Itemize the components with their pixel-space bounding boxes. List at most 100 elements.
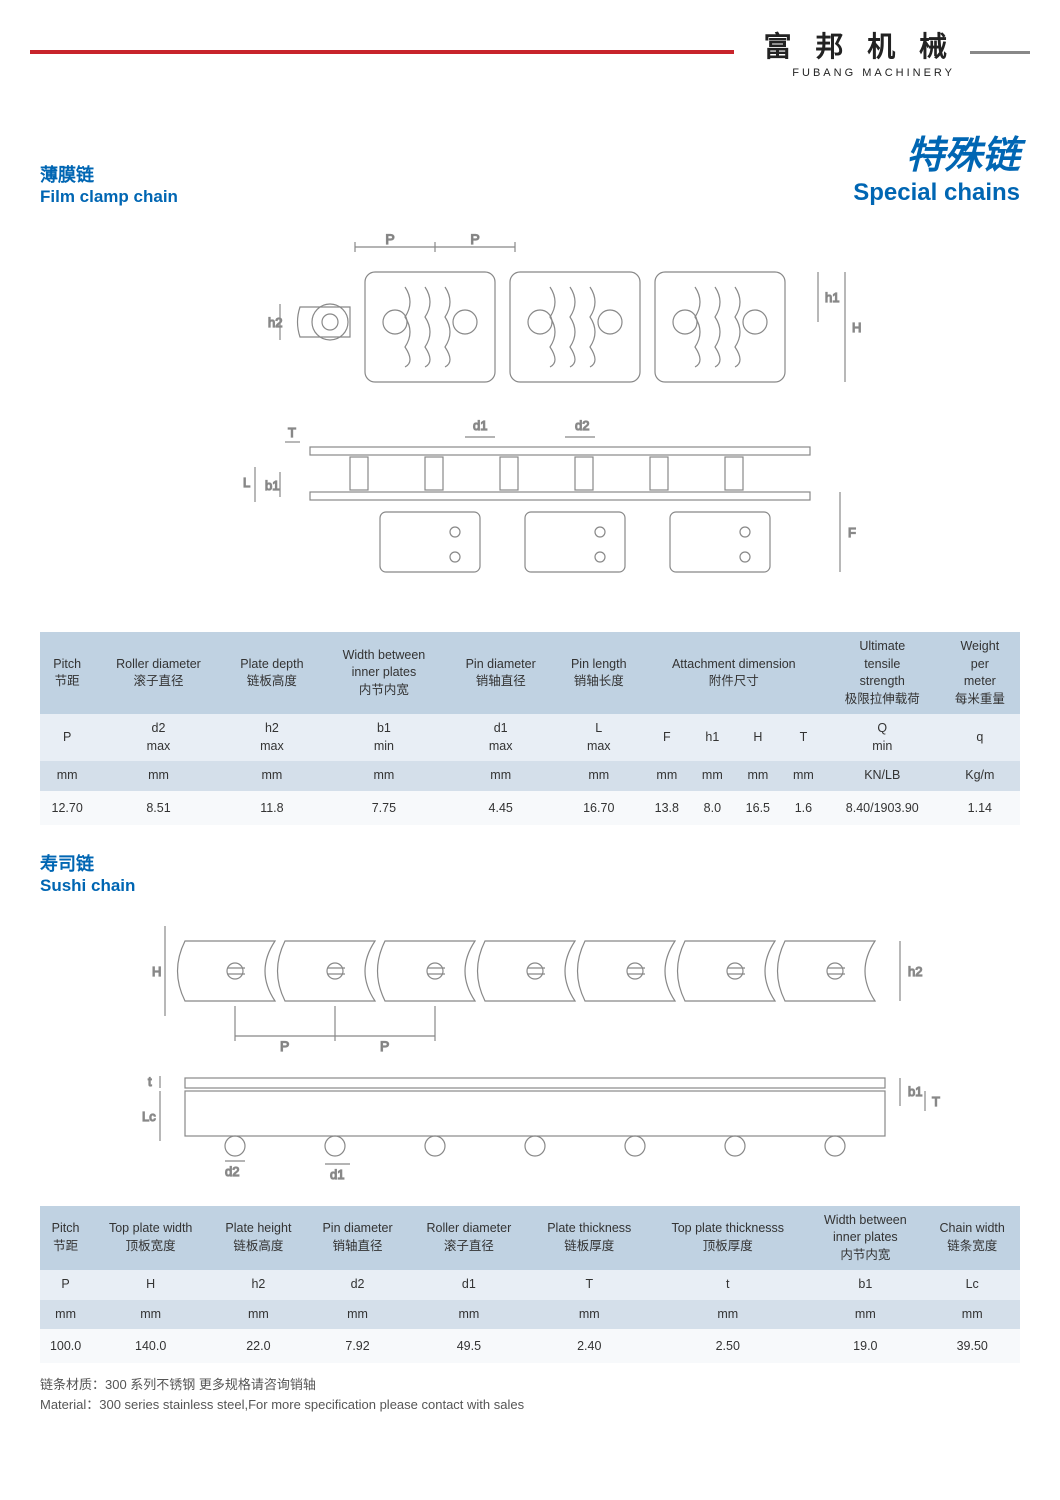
cell: 13.8 bbox=[643, 791, 691, 825]
col-sym: T bbox=[782, 714, 825, 761]
content: 薄膜链 Film clamp chain 特殊链 Special chains … bbox=[0, 89, 1060, 1434]
col-unit: mm bbox=[223, 761, 322, 791]
col-unit: mm bbox=[782, 761, 825, 791]
svg-text:d2: d2 bbox=[575, 418, 589, 433]
cell: 39.50 bbox=[924, 1329, 1020, 1363]
col-sym: Qmin bbox=[825, 714, 940, 761]
svg-text:Lc: Lc bbox=[142, 1109, 156, 1124]
col-header: Width betweeninner plates内节内宽 bbox=[321, 632, 446, 714]
section1-title-cn: 薄膜链 bbox=[40, 161, 178, 187]
svg-text:H: H bbox=[852, 320, 861, 335]
col-sym: d2max bbox=[94, 714, 222, 761]
svg-text:t: t bbox=[148, 1074, 152, 1089]
cell: 8.0 bbox=[691, 791, 734, 825]
col-unit: mm bbox=[321, 761, 446, 791]
col-header: Pin length销轴长度 bbox=[555, 632, 643, 714]
col-sym: Lmax bbox=[555, 714, 643, 761]
svg-text:d2: d2 bbox=[225, 1164, 239, 1179]
col-unit: mm bbox=[555, 761, 643, 791]
main-title: 特殊链 Special chains bbox=[853, 124, 1020, 207]
table-unit-row: mm mm mm mm mm mm mm mm mm mm KN/LB Kg/m bbox=[40, 761, 1020, 791]
gray-line bbox=[970, 51, 1030, 54]
col-unit: mm bbox=[734, 761, 782, 791]
table-header-row: Pitch节距 Top plate width顶板宽度 Plate height… bbox=[40, 1206, 1020, 1271]
svg-text:b1: b1 bbox=[265, 478, 279, 493]
col-unit: mm bbox=[649, 1300, 806, 1330]
col-sym: h2 bbox=[210, 1270, 306, 1300]
col-unit: mm bbox=[40, 1300, 91, 1330]
col-sym: b1 bbox=[806, 1270, 924, 1300]
col-sym: d2 bbox=[307, 1270, 409, 1300]
svg-text:P: P bbox=[470, 232, 479, 247]
svg-text:d1: d1 bbox=[330, 1167, 344, 1182]
col-sym: H bbox=[734, 714, 782, 761]
logo-en: FUBANG MACHINERY bbox=[764, 67, 955, 79]
svg-text:F: F bbox=[848, 525, 856, 540]
cell: 16.70 bbox=[555, 791, 643, 825]
col-sym: h2max bbox=[223, 714, 322, 761]
col-sym: P bbox=[40, 1270, 91, 1300]
col-header: Weightpermeter每米重量 bbox=[940, 632, 1020, 714]
col-unit: mm bbox=[643, 761, 691, 791]
cell: 7.92 bbox=[307, 1329, 409, 1363]
col-unit: mm bbox=[94, 761, 222, 791]
col-unit: mm bbox=[408, 1300, 529, 1330]
header-bar: 富 邦 机 械 FUBANG MACHINERY bbox=[0, 0, 1060, 89]
logo-cn: 富 邦 机 械 bbox=[764, 25, 955, 65]
cell: 4.45 bbox=[447, 791, 555, 825]
cell: 8.40/1903.90 bbox=[825, 791, 940, 825]
cell: 1.6 bbox=[782, 791, 825, 825]
col-header: Pin diameter销轴直径 bbox=[307, 1206, 409, 1271]
col-sym: b1min bbox=[321, 714, 446, 761]
table-symbol-row: P H h2 d2 d1 T t b1 Lc bbox=[40, 1270, 1020, 1300]
col-header: Top plate width顶板宽度 bbox=[91, 1206, 210, 1271]
cell: 49.5 bbox=[408, 1329, 529, 1363]
section2-title-cn: 寿司链 bbox=[40, 850, 1020, 876]
col-unit: mm bbox=[40, 761, 94, 791]
col-header: Top plate thicknesss顶板厚度 bbox=[649, 1206, 806, 1271]
main-title-en: Special chains bbox=[853, 179, 1020, 207]
col-unit: mm bbox=[529, 1300, 649, 1330]
svg-text:T: T bbox=[288, 425, 296, 440]
cell: 140.0 bbox=[91, 1329, 210, 1363]
cell: 2.50 bbox=[649, 1329, 806, 1363]
col-unit: mm bbox=[307, 1300, 409, 1330]
svg-text:L: L bbox=[243, 475, 250, 490]
svg-text:H: H bbox=[152, 964, 161, 979]
col-sym: H bbox=[91, 1270, 210, 1300]
col-header: Plate thickness链板厚度 bbox=[529, 1206, 649, 1271]
section1-title: 薄膜链 Film clamp chain bbox=[40, 161, 178, 207]
cell: 7.75 bbox=[321, 791, 446, 825]
cell: 1.14 bbox=[940, 791, 1020, 825]
sushi-table: Pitch节距 Top plate width顶板宽度 Plate height… bbox=[40, 1206, 1020, 1364]
col-unit: KN/LB bbox=[825, 761, 940, 791]
col-unit: mm bbox=[924, 1300, 1020, 1330]
section1-title-en: Film clamp chain bbox=[40, 187, 178, 207]
col-sym: F bbox=[643, 714, 691, 761]
col-unit: mm bbox=[691, 761, 734, 791]
logo: 富 邦 机 械 FUBANG MACHINERY bbox=[764, 25, 955, 79]
col-sym: t bbox=[649, 1270, 806, 1300]
svg-text:b1: b1 bbox=[908, 1084, 922, 1099]
col-header: Width betweeninner plates内节内宽 bbox=[806, 1206, 924, 1271]
svg-text:h1: h1 bbox=[825, 290, 839, 305]
section2: 寿司链 Sushi chain H h2 bbox=[40, 850, 1020, 1415]
table-unit-row: mm mm mm mm mm mm mm mm mm bbox=[40, 1300, 1020, 1330]
svg-text:P: P bbox=[280, 1038, 289, 1054]
cell: 22.0 bbox=[210, 1329, 306, 1363]
col-unit: mm bbox=[210, 1300, 306, 1330]
section2-title-en: Sushi chain bbox=[40, 876, 1020, 896]
col-header: Roller diameter滚子直径 bbox=[94, 632, 222, 714]
main-title-cn: 特殊链 bbox=[853, 124, 1020, 179]
col-sym: d1 bbox=[408, 1270, 529, 1300]
col-unit: mm bbox=[447, 761, 555, 791]
material-en: Material：300 series stainless steel,For … bbox=[40, 1395, 1020, 1415]
table-row: 12.70 8.51 11.8 7.75 4.45 16.70 13.8 8.0… bbox=[40, 791, 1020, 825]
material-note: 链条材质：300 系列不锈钢 更多规格请咨询销轴 Material：300 se… bbox=[40, 1375, 1020, 1414]
cell: 8.51 bbox=[94, 791, 222, 825]
svg-text:T: T bbox=[932, 1094, 940, 1109]
cell: 11.8 bbox=[223, 791, 322, 825]
sushi-diagram: H h2 bbox=[40, 896, 1020, 1196]
col-header: Pitch节距 bbox=[40, 632, 94, 714]
film-clamp-diagram: P P h2 bbox=[40, 222, 1020, 622]
